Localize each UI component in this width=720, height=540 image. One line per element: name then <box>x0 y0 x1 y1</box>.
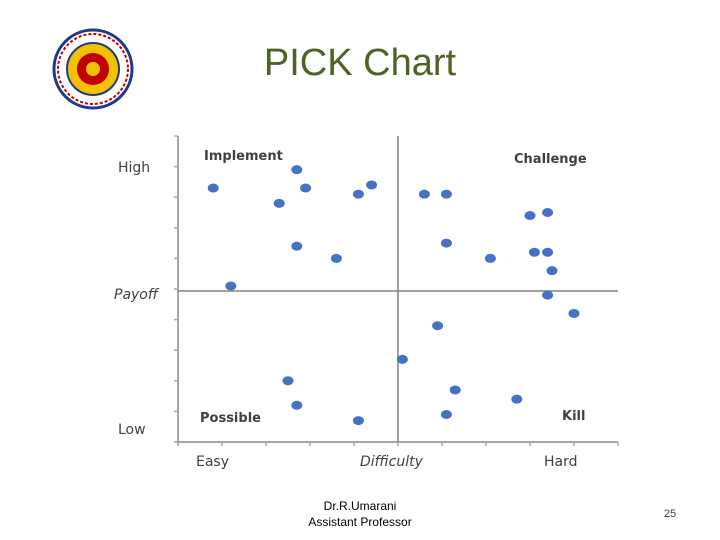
y-label-high: High <box>118 160 150 176</box>
data-point <box>225 281 237 291</box>
data-point <box>300 183 312 193</box>
data-point <box>528 247 540 257</box>
data-point <box>352 189 364 199</box>
author-name: Dr.R.Umarani <box>323 499 397 513</box>
college-seal-icon <box>52 28 134 110</box>
data-point <box>432 321 444 331</box>
data-point <box>207 183 219 193</box>
axis-ticks <box>174 135 619 446</box>
data-point <box>542 208 554 217</box>
data-point <box>418 189 430 199</box>
y-label-low: Low <box>118 422 146 438</box>
data-point <box>282 376 294 386</box>
data-point <box>542 290 554 300</box>
data-point <box>524 211 536 221</box>
data-point <box>291 165 303 175</box>
data-point <box>440 409 452 419</box>
data-point <box>366 180 378 190</box>
data-point <box>440 189 452 199</box>
data-point <box>542 247 554 257</box>
data-point <box>291 400 303 410</box>
pick-chart: High Payoff Low Easy Difficulty Hard Imp… <box>114 135 619 470</box>
data-point <box>352 416 364 426</box>
data-point <box>273 198 285 208</box>
quadrant-label-kill: Kill <box>562 409 585 424</box>
data-point <box>440 238 452 248</box>
data-point <box>330 253 342 263</box>
y-label-payoff: Payoff <box>114 287 160 303</box>
quadrant-label-implement: Implement <box>204 149 283 164</box>
x-label-hard: Hard <box>544 454 578 470</box>
author-role: Assistant Professor <box>308 515 412 529</box>
data-point <box>511 394 523 404</box>
data-point <box>396 354 408 364</box>
data-point <box>291 241 303 251</box>
slide-number: 25 <box>663 508 677 520</box>
data-point <box>546 266 558 276</box>
data-point <box>484 253 496 263</box>
data-points <box>207 165 580 426</box>
x-label-easy: Easy <box>196 454 229 470</box>
x-label-difficulty: Difficulty <box>360 454 424 470</box>
slide-title: PICK Chart <box>263 42 457 84</box>
quadrant-label-possible: Possible <box>200 411 261 426</box>
slide-footer: Dr.R.Umarani Assistant Professor <box>260 498 460 530</box>
data-point <box>449 385 461 395</box>
data-point <box>568 308 580 318</box>
quadrant-label-challenge: Challenge <box>514 152 587 167</box>
